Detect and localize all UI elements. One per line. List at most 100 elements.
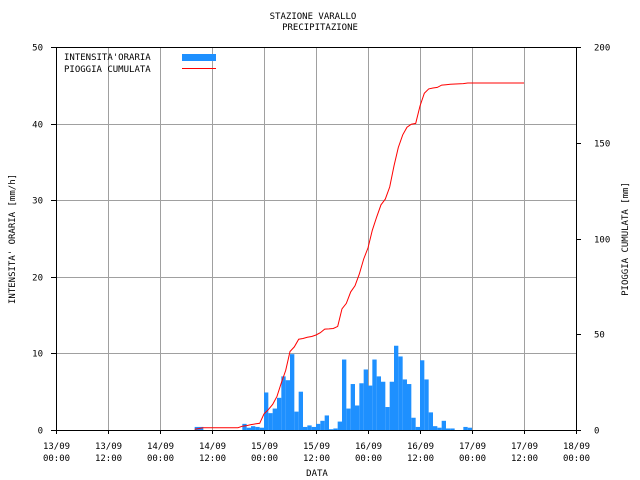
intensity-bar (324, 415, 329, 430)
y-tick-label: 30 (32, 197, 43, 207)
intensity-bar (281, 376, 286, 430)
x-tick-label-day: 17/09 (511, 442, 538, 452)
intensity-bar (259, 427, 264, 430)
intensity-bar (446, 428, 451, 430)
intensity-bar (376, 376, 381, 430)
y2-tick-label: 150 (594, 140, 610, 150)
intensity-bar (255, 426, 260, 430)
x-tick-label-day: 15/09 (303, 442, 330, 452)
intensity-bar (467, 427, 472, 430)
intensity-bar (311, 426, 316, 430)
x-tick-label-time: 00:00 (563, 454, 590, 464)
intensity-bar (441, 420, 446, 430)
legend: INTENSITA'ORARIA PIOGGIA CUMULATA (64, 53, 216, 75)
x-tick-label-time: 12:00 (407, 454, 434, 464)
intensity-bar (329, 429, 334, 430)
x-tick-label-time: 12:00 (303, 454, 330, 464)
x-tick-label-time: 12:00 (511, 454, 538, 464)
intensity-bar (316, 423, 321, 430)
intensity-bar (298, 391, 303, 430)
intensity-bar (277, 397, 282, 430)
intensity-bar (333, 428, 338, 430)
intensity-bar (294, 411, 299, 430)
x-tick-label-day: 17/09 (459, 442, 486, 452)
x-tick-label-day: 13/09 (43, 442, 70, 452)
x-tick-label-time: 00:00 (251, 454, 278, 464)
intensity-bar (363, 369, 368, 430)
intensity-bar (463, 426, 468, 430)
legend-label-intensity: INTENSITA'ORARIA (64, 53, 151, 63)
intensity-bar (272, 408, 277, 430)
intensity-bar (350, 384, 355, 430)
x-tick-label-day: 18/09 (563, 442, 590, 452)
intensity-bar (342, 359, 347, 430)
x-tick-label-day: 14/09 (147, 442, 174, 452)
intensity-bar (398, 356, 403, 430)
bottom-axis: 13/09 00:00 13/09 12:00 14/09 00:00 14/09 12:00… (43, 430, 590, 464)
intensity-bar (307, 425, 312, 430)
intensity-bar (381, 381, 386, 430)
intensity-bar (424, 379, 429, 430)
y2-tick-label: 100 (594, 236, 610, 246)
intensity-bar (346, 408, 351, 430)
intensity-bar (428, 412, 433, 430)
intensity-bar (290, 354, 295, 430)
intensity-bar (402, 379, 407, 430)
y2-axis-label: PIOGGIA CUMULATA [mm] (621, 182, 631, 296)
chart-title: STAZIONE VARALLO (270, 12, 357, 22)
intensity-bar (251, 426, 256, 430)
legend-label-cumulative: PIOGGIA CUMULATA (64, 65, 151, 75)
x-tick-label-day: 14/09 (199, 442, 226, 452)
y-tick-label: 50 (32, 44, 43, 54)
intensity-bar (368, 385, 373, 430)
x-tick-label-time: 00:00 (147, 454, 174, 464)
intensity-bar (450, 428, 455, 430)
intensity-bar (303, 426, 308, 430)
legend-bar-swatch (182, 54, 216, 61)
x-tick-label-time: 00:00 (43, 454, 70, 464)
bar-series (194, 345, 472, 430)
intensity-bar (437, 427, 442, 430)
intensity-bar (268, 413, 273, 430)
y2-tick-label: 50 (594, 331, 605, 341)
intensity-bar (359, 383, 364, 430)
intensity-bar (337, 421, 342, 430)
grid-lines (56, 47, 576, 430)
intensity-bar (415, 426, 420, 430)
y-tick-label: 10 (32, 350, 43, 360)
y-tick-label: 20 (32, 274, 43, 284)
intensity-bar (394, 345, 399, 430)
chart-subtitle: PRECIPITAZIONE (282, 23, 358, 33)
x-tick-label-time: 00:00 (459, 454, 486, 464)
intensity-bar (285, 380, 290, 430)
intensity-bar (320, 420, 325, 430)
intensity-bar (372, 359, 377, 430)
y-tick-label: 0 (38, 427, 43, 437)
intensity-bar (389, 381, 394, 430)
x-tick-label-day: 15/09 (251, 442, 278, 452)
x-tick-label-time: 12:00 (95, 454, 122, 464)
intensity-bar (385, 407, 390, 430)
y-axis-label: INTENSITA' ORARIA [mm/h] (8, 174, 18, 304)
intensity-bar (246, 427, 251, 430)
x-tick-label-day: 13/09 (95, 442, 122, 452)
right-axis: 0 50 100 150 200 (576, 44, 610, 437)
intensity-bar (407, 384, 412, 430)
intensity-bar (420, 360, 425, 430)
y2-tick-label: 200 (594, 44, 610, 54)
y2-tick-label: 0 (594, 427, 599, 437)
x-tick-label-time: 12:00 (199, 454, 226, 464)
y-tick-label: 40 (32, 121, 43, 131)
cumulative-line (194, 82, 524, 430)
intensity-bar (242, 423, 247, 430)
intensity-bar (433, 426, 438, 430)
intensity-bar (411, 417, 416, 430)
x-tick-label-time: 00:00 (355, 454, 382, 464)
intensity-bar (355, 405, 360, 430)
x-axis-label: DATA (306, 469, 328, 479)
x-tick-label-day: 16/09 (355, 442, 382, 452)
x-tick-label-day: 16/09 (407, 442, 434, 452)
left-axis: 0 10 20 30 40 50 (32, 44, 56, 437)
